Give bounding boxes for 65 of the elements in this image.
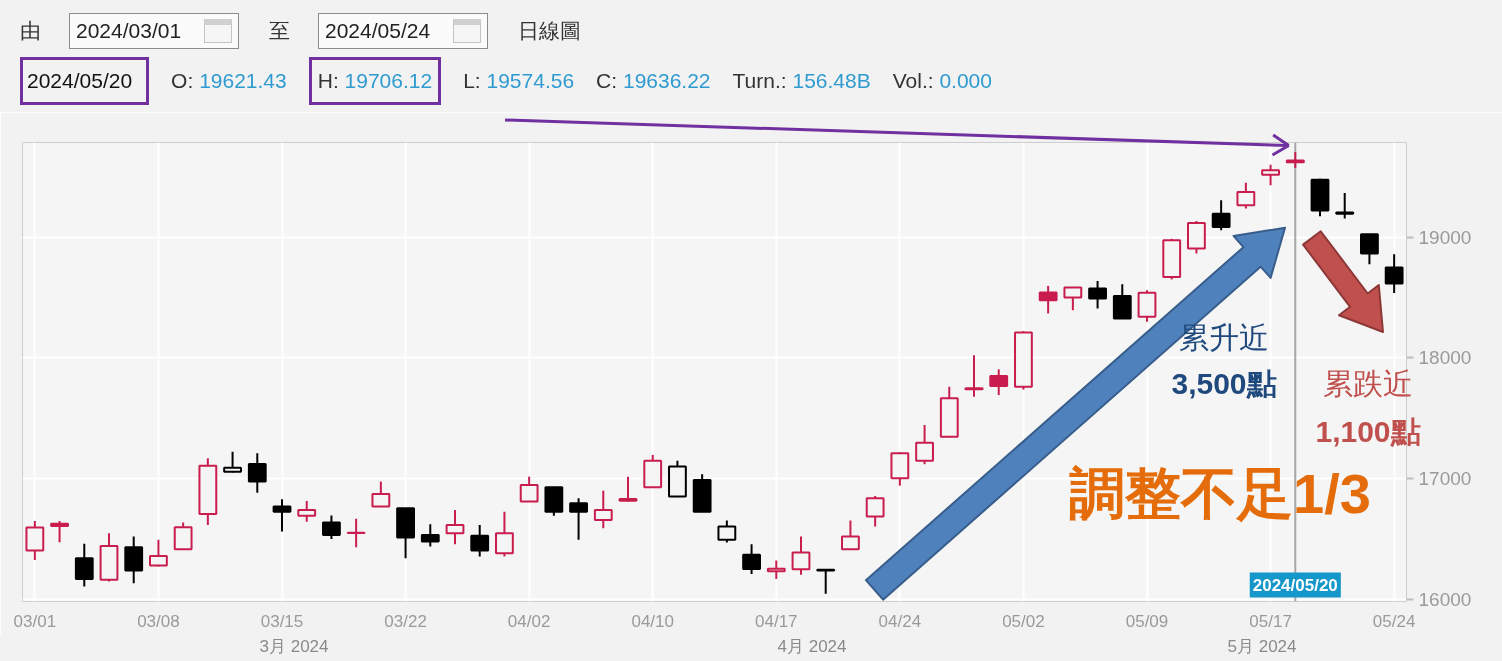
candlestick — [371, 480, 391, 508]
candlestick — [1038, 284, 1058, 315]
candlestick — [519, 475, 539, 503]
candlestick — [272, 498, 292, 533]
candlestick — [445, 508, 465, 546]
x-tick-label: 04/17 — [755, 611, 798, 631]
candlestick — [1360, 233, 1379, 266]
y-tick-label: 19000 — [1418, 226, 1472, 248]
x-tick-label: 04/24 — [878, 611, 922, 631]
candlestick — [742, 543, 761, 576]
text: 4月 2024 — [776, 636, 848, 658]
candlestick — [50, 519, 69, 544]
annotation: 累跌近 1,100點 — [1315, 366, 1421, 450]
x-tick-label: 05/09 — [1125, 611, 1169, 631]
candlestick — [495, 510, 514, 558]
candlestick — [420, 523, 440, 548]
annotation: 調整不足1/3 — [1069, 462, 1371, 525]
candlestick — [173, 521, 193, 551]
candlestick — [1261, 163, 1280, 187]
y-tick-label: 16000 — [1418, 588, 1472, 610]
text: 2024/05/20 O: 19621.43 H: 19706.12 L: 19574.56 C: 19636.22 Turn.: 156.48B Vol.: 0.000 — [27, 69, 992, 92]
candlestick — [346, 517, 366, 549]
candlestick — [1112, 283, 1132, 320]
x-tick-label: 03/08 — [137, 611, 180, 631]
y-tick-label: 17000 — [1418, 467, 1472, 489]
candlestick — [989, 368, 1009, 397]
candlestick — [1335, 192, 1355, 220]
candlestick — [1088, 279, 1107, 310]
text: 3月 2024 — [258, 636, 330, 658]
y-tick-label: 18000 — [1418, 347, 1472, 369]
candlestick — [1063, 285, 1083, 312]
candlestick — [297, 499, 317, 523]
candlestick — [569, 497, 588, 541]
x-tick-label: 05/02 — [1002, 611, 1045, 631]
chart-title: 由 2024/03/01 至 2024/05/24 日線圖 — [20, 19, 581, 42]
candlestick — [1384, 253, 1404, 294]
x-tick-label: 04/02 — [507, 611, 551, 631]
x-tick-label: 03/22 — [384, 611, 427, 631]
candlestick — [593, 489, 613, 530]
candlestick — [841, 519, 860, 551]
text: 5月 2024 — [1226, 636, 1298, 658]
candlestick — [322, 514, 341, 540]
candlestick — [470, 523, 490, 558]
annotation: 累升近 3,500點 — [1171, 319, 1277, 402]
candlestick — [149, 538, 168, 568]
candlestick — [618, 475, 638, 503]
candlestick — [1211, 199, 1231, 232]
candlestick — [74, 542, 94, 588]
candlestick — [223, 450, 242, 474]
candlestick — [816, 568, 836, 595]
candlestick — [124, 535, 144, 585]
x-tick-label: 03/01 — [13, 611, 57, 631]
x-tick-label: 04/10 — [631, 611, 674, 631]
candlestick — [247, 452, 267, 494]
candlestick — [766, 559, 786, 581]
x-tick-label: 03/15 — [260, 611, 304, 631]
candlestick — [865, 494, 885, 528]
candlestick — [717, 519, 737, 544]
candlestick — [1236, 181, 1256, 210]
candlestick — [964, 354, 984, 398]
candlestick — [791, 535, 811, 576]
candlestick — [915, 424, 934, 466]
x-tick-label: 05/17 — [1249, 611, 1292, 631]
x-tick-label: 05/24 — [1372, 611, 1416, 631]
x-tick-label: 2024/05/20 — [1252, 575, 1338, 595]
